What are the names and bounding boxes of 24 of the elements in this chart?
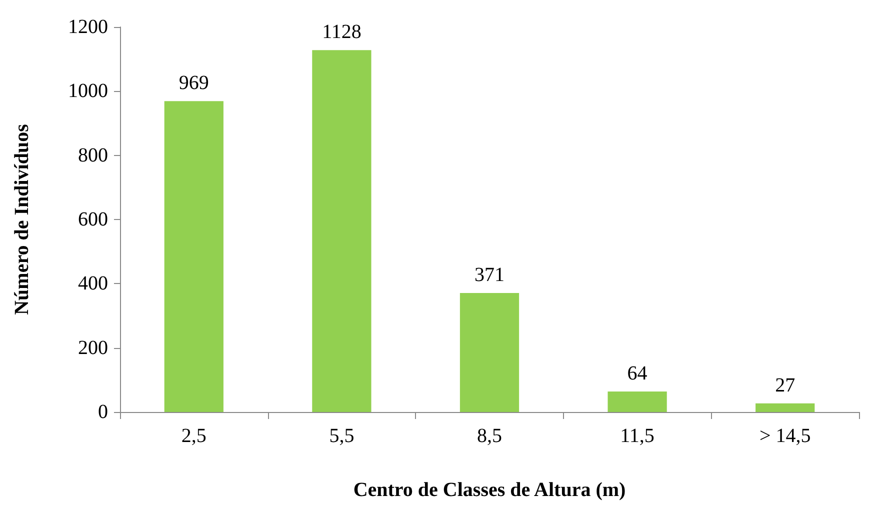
data-label: 969 (178, 72, 209, 94)
data-label: 371 (474, 264, 504, 286)
x-tick-label: 8,5 (477, 425, 502, 447)
x-tick-label: 11,5 (620, 425, 654, 447)
x-tick-label: > 14,5 (759, 425, 811, 447)
y-tick-label: 200 (78, 336, 108, 359)
y-tick-label: 1200 (68, 16, 108, 38)
bar (312, 50, 372, 412)
bar (460, 292, 520, 412)
y-tick-label: 1000 (68, 80, 108, 102)
bar (756, 403, 815, 412)
x-axis-title: Centro de Classes de Altura (m) (353, 479, 626, 501)
data-label: 1128 (322, 21, 362, 44)
bar (164, 101, 224, 412)
x-tick-label: 5,5 (329, 425, 354, 447)
data-label: 27 (775, 374, 796, 396)
y-tick-label: 400 (78, 272, 108, 295)
y-tick-label: 800 (78, 144, 108, 166)
y-tick-label: 0 (98, 401, 108, 423)
y-axis-title: Número de Indivíduos (11, 124, 33, 315)
x-tick-label: 2,5 (181, 425, 206, 447)
data-label: 64 (627, 362, 648, 384)
bar (608, 391, 667, 412)
y-tick-label: 600 (78, 208, 108, 230)
